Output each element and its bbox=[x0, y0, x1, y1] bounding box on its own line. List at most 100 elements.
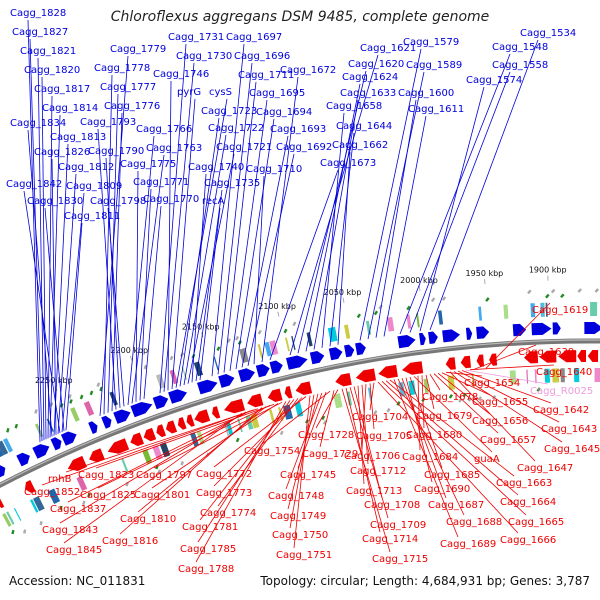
gene-arrow bbox=[67, 455, 87, 471]
gene-leader-line bbox=[59, 411, 247, 524]
gene-arrow bbox=[577, 350, 586, 362]
gene-leader-line bbox=[63, 412, 243, 544]
forward-gene-label: Cagg_1711 bbox=[238, 70, 294, 81]
small-feature-mark bbox=[441, 296, 447, 301]
reverse-gene-label: Cagg_1772 bbox=[196, 469, 252, 480]
gene-leader-line bbox=[469, 364, 555, 371]
gene-leader-line bbox=[23, 190, 61, 433]
gene-arrow bbox=[0, 498, 5, 509]
cog-block bbox=[544, 368, 550, 383]
gene-leader-line bbox=[253, 175, 265, 365]
kbp-scale: 1900 kbp 1950 kbp 2000 kbp 2050 kbp 2100 kbp… bbox=[35, 266, 567, 391]
gene-leader-line bbox=[417, 375, 421, 451]
gene-arrow bbox=[107, 438, 130, 454]
gene-leader-line bbox=[229, 99, 268, 371]
reverse-gene-label: Cagg_R0025 bbox=[530, 386, 593, 397]
gene-arrow bbox=[113, 409, 131, 424]
reverse-gene-label: Cagg_1713 bbox=[346, 486, 402, 497]
gene-leader-line bbox=[65, 408, 259, 473]
gene-arrow bbox=[587, 350, 599, 362]
gene-leader-line bbox=[211, 43, 245, 377]
cog-block bbox=[6, 511, 15, 525]
gene-leader-line bbox=[375, 99, 417, 338]
topology-summary-text: Topology: circular; Length: 4,684,931 bp… bbox=[260, 574, 590, 588]
small-feature-mark bbox=[180, 460, 185, 466]
gene-arrow bbox=[476, 354, 485, 367]
reverse-gene-label: Cagg_1754 bbox=[244, 446, 300, 457]
gene-leader-line bbox=[293, 395, 311, 549]
small-feature-mark bbox=[356, 313, 362, 319]
cog-block bbox=[48, 488, 61, 504]
gene-leader-line bbox=[457, 370, 560, 423]
forward-gene-label: Cagg_1620 bbox=[348, 59, 404, 70]
gene-arrow bbox=[284, 386, 293, 399]
gene-leader-line bbox=[171, 98, 196, 390]
small-feature-mark bbox=[11, 529, 15, 535]
forward-gene-label: Cagg_1740 bbox=[188, 162, 244, 173]
small-feature-mark bbox=[6, 427, 10, 433]
cog-block bbox=[225, 421, 234, 436]
small-feature-mark bbox=[477, 396, 483, 401]
small-feature-mark bbox=[68, 394, 72, 399]
gene-leader-line bbox=[473, 344, 537, 370]
cog-block bbox=[306, 332, 313, 347]
forward-gene-label: Cagg_1693 bbox=[270, 124, 326, 135]
gene-leader-line bbox=[65, 222, 83, 431]
small-feature-mark bbox=[157, 469, 162, 474]
reverse-gene-label: Cagg_1708 bbox=[364, 500, 420, 511]
forward-gene-label: Cagg_1778 bbox=[94, 63, 150, 74]
kbp-tick-label: 2250 kbp bbox=[35, 376, 73, 385]
gene-arrow bbox=[309, 351, 325, 365]
gene-leader-line bbox=[419, 86, 485, 332]
gene-leader-line bbox=[49, 114, 61, 438]
reverse-gene-label: Cagg_1825 bbox=[80, 490, 136, 501]
small-feature-mark bbox=[467, 397, 473, 402]
cog-block bbox=[333, 393, 343, 409]
small-feature-mark bbox=[577, 288, 582, 293]
forward-gene-label: Cagg_1776 bbox=[104, 101, 160, 112]
gene-leader-line bbox=[369, 382, 375, 411]
small-feature-mark bbox=[458, 398, 463, 403]
gene-leader-line bbox=[269, 169, 339, 361]
gene-leader-line bbox=[449, 371, 536, 462]
cog-block bbox=[285, 337, 290, 352]
gene-leader-line bbox=[377, 381, 519, 534]
gene-arrow bbox=[25, 480, 36, 493]
reverse-gene-label: Cagg_1750 bbox=[272, 530, 328, 541]
reverse-gene-label: Cagg_1785 bbox=[180, 544, 236, 555]
forward-gene-label: Cagg_1730 bbox=[176, 51, 232, 62]
gene-leader-line bbox=[119, 407, 263, 535]
small-feature-mark bbox=[406, 305, 411, 311]
cog-block bbox=[34, 423, 44, 438]
gene-leader-line bbox=[107, 207, 125, 407]
gene-leader-line bbox=[369, 383, 375, 430]
forward-gene-label: Cagg_1611 bbox=[408, 104, 464, 115]
reverse-gene-label: Cagg_1714 bbox=[362, 534, 418, 545]
cog-block bbox=[142, 449, 153, 464]
reverse-gene-label: Cagg_1665 bbox=[508, 517, 564, 528]
forward-gene-label: Cagg_1828 bbox=[10, 8, 66, 19]
reverse-gene-label: Cagg_1656 bbox=[472, 416, 528, 427]
gene-arrow bbox=[101, 415, 112, 429]
reverse-gene-label: Cagg_1843 bbox=[42, 525, 98, 536]
forward-gene-label: Cagg_1817 bbox=[34, 84, 90, 95]
forward-gene-label: Cagg_1770 bbox=[143, 194, 199, 205]
kbp-tick-label: 2150 kbp bbox=[182, 322, 220, 331]
reverse-gene-label: Cagg_1788 bbox=[178, 564, 234, 575]
forward-gene-label: recA bbox=[202, 196, 225, 207]
reverse-gene-label: Cagg_1645 bbox=[544, 444, 600, 455]
small-feature-mark bbox=[527, 289, 532, 295]
gene-leader-line bbox=[289, 394, 315, 529]
forward-gene-label: Cagg_1842 bbox=[6, 179, 62, 190]
gene-leader-line bbox=[61, 192, 85, 433]
reverse-gene-label: Cagg_1810 bbox=[120, 514, 176, 525]
backbone-highlight bbox=[0, 339, 600, 485]
cog-block bbox=[269, 340, 279, 356]
gene-arrow bbox=[89, 448, 105, 463]
gene-leader-line bbox=[143, 205, 162, 399]
gene-arrow bbox=[328, 347, 343, 361]
gene-leader-line bbox=[383, 115, 427, 337]
forward-gene-label: Cagg_1812 bbox=[58, 162, 114, 173]
reverse-gene-label: Cagg_1704 bbox=[352, 412, 408, 423]
reverse-gene-label: Cagg_1639 bbox=[518, 347, 574, 358]
